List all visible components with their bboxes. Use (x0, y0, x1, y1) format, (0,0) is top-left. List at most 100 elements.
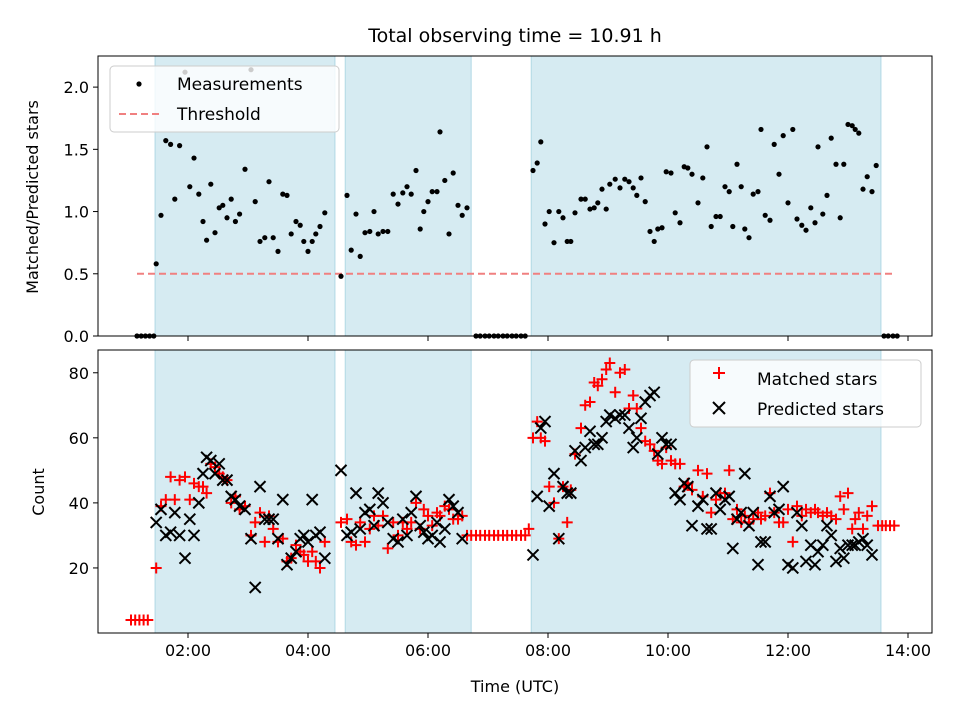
measurement-point (158, 212, 164, 218)
measurement-point (668, 170, 674, 176)
predicted-star-point (704, 522, 718, 536)
predicted-star-point (568, 444, 582, 458)
matched-star-point (548, 497, 560, 509)
matched-star-point (692, 464, 704, 476)
bottom-legend: Matched stars Predicted stars (689, 359, 922, 428)
measurement-point (362, 230, 368, 236)
measurement-point (400, 190, 406, 196)
measurement-point (799, 222, 805, 228)
measurement-point (790, 126, 796, 133)
matched-star-point (830, 513, 842, 525)
predicted-star-point (289, 545, 303, 558)
measurement-point (395, 201, 401, 207)
measurement-point (442, 177, 448, 184)
matched-star-point (853, 507, 865, 519)
measurement-point (464, 205, 470, 211)
legend-measurements-marker (136, 81, 142, 87)
measurement-point (163, 138, 169, 144)
predicted-star-point (244, 532, 258, 545)
measurement-point (767, 217, 773, 223)
measurement-point (617, 185, 623, 191)
x-tick-label: 14:00 (885, 641, 931, 660)
measurement-point (262, 235, 268, 241)
predicted-star-point (400, 529, 414, 542)
bottom-axes-frame (97, 349, 933, 634)
predicted-star-point (808, 558, 822, 571)
predicted-star-point (433, 535, 447, 549)
predicted-star-point (547, 467, 561, 480)
measurement-point (404, 184, 410, 190)
measurement-point (812, 220, 818, 226)
predicted-star-point (845, 538, 859, 552)
matched-star-point (701, 468, 713, 480)
predicted-star-point (722, 490, 736, 503)
predicted-star-point (266, 512, 280, 526)
predicted-star-point (638, 395, 652, 409)
matched-star-point (422, 510, 434, 522)
measurement-point (591, 205, 597, 211)
measurement-point (647, 228, 653, 235)
legend-matched-label: Matched stars (757, 370, 877, 390)
matched-star-point (249, 516, 261, 528)
measurement-point (634, 192, 640, 198)
measurement-point (738, 184, 744, 190)
matched-star-point (418, 503, 430, 515)
measurement-point (556, 208, 562, 215)
matched-star-point (254, 507, 266, 519)
measurement-point (425, 199, 431, 205)
predicted-star-point (363, 503, 377, 516)
predicted-star-point (220, 473, 234, 487)
measurement-point (288, 231, 294, 237)
x-tick-label: 12:00 (765, 641, 811, 660)
matched-star-point (631, 403, 643, 415)
measurement-point (599, 186, 605, 192)
predicted-star-point (413, 519, 427, 532)
predicted-star-point (353, 522, 367, 536)
matched-star-point (723, 464, 735, 476)
predicted-star-point (192, 496, 206, 510)
matched-star-point (539, 435, 551, 447)
matched-star-point (335, 516, 347, 528)
predicted-star-point (837, 551, 851, 565)
predicted-star-point (738, 467, 752, 480)
measurement-point (568, 238, 574, 245)
measurement-point (228, 196, 234, 202)
measurement-point (252, 199, 258, 205)
predicted-star-point (313, 525, 327, 539)
matched-star-point (834, 490, 846, 502)
measurement-point (546, 208, 552, 215)
predicted-star-point (318, 551, 332, 565)
measurement-point (196, 191, 202, 197)
predicted-star-point (455, 532, 469, 545)
measurement-point (353, 211, 359, 217)
measurement-point (367, 228, 373, 235)
legend-matched-marker (713, 367, 725, 379)
measurement-point (459, 212, 465, 218)
predicted-star-point (168, 506, 182, 519)
measurement-point (237, 211, 243, 217)
predicted-star-point (746, 506, 760, 519)
top-y-axis-label: Matched/Predicted stars (23, 100, 42, 294)
matched-star-point (169, 494, 181, 506)
matched-star-point (604, 357, 616, 369)
measurement-point (708, 223, 714, 230)
measurement-point (734, 161, 740, 167)
matched-star-point (184, 494, 196, 506)
measurement-point (257, 238, 263, 245)
measurement-point (380, 228, 386, 235)
measurement-point (622, 176, 628, 182)
matched-star-point (782, 503, 794, 515)
measurement-point (655, 226, 661, 232)
matched-star-point (523, 523, 535, 535)
measurement-point (390, 191, 396, 197)
matched-star-point (359, 536, 371, 548)
matched-star-point (861, 510, 873, 522)
measurement-point (297, 222, 303, 228)
measurement-point (371, 208, 377, 215)
predicted-star-point (248, 581, 262, 594)
predicted-star-point (183, 512, 197, 526)
measurement-point (551, 240, 557, 246)
measurement-point (659, 225, 665, 231)
matched-star-point (426, 520, 438, 532)
measurement-point (803, 227, 809, 233)
